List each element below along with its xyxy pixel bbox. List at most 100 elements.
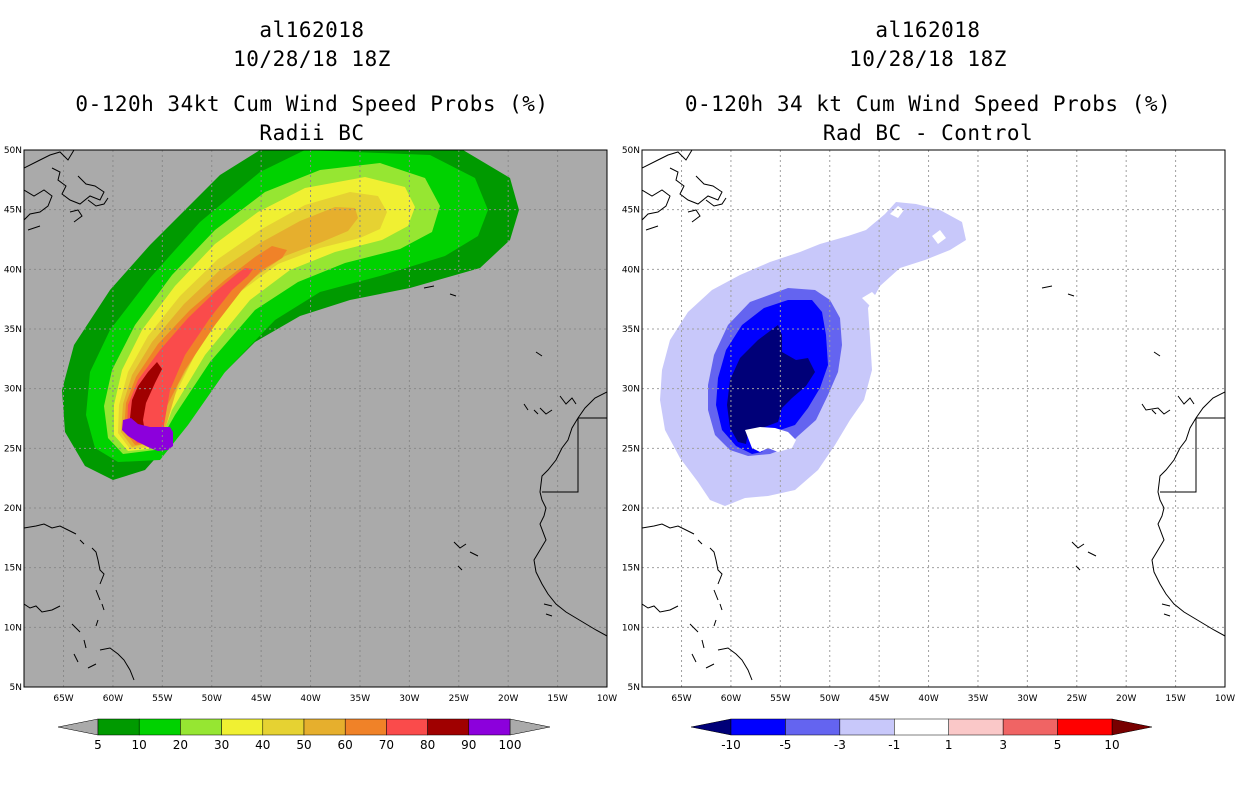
lon-tick-label: 25W: [449, 694, 469, 704]
right-map: 65W 60W 55W 50W 45W 40W 35W 30W 25W 20W 15W 10W 50N 4…: [622, 146, 1235, 704]
colorbar-label: 20: [173, 738, 188, 752]
left-axis-labels: 65W 60W 55W 50W 45W 40W 35W 30W 25W 20W 15W 10W 50N 4…: [4, 146, 617, 704]
colorbar-label: -3: [834, 738, 846, 752]
lat-tick-label: 35N: [622, 325, 640, 335]
lon-tick-label: 15W: [1165, 694, 1185, 704]
lon-tick-label: 40W: [918, 694, 938, 704]
colorbar-label: 30: [214, 738, 229, 752]
lat-tick-label: 25N: [622, 444, 640, 454]
colorbar-swatch: [894, 718, 949, 736]
lat-tick-label: 15N: [622, 564, 640, 574]
colorbar-swatch: [427, 718, 470, 736]
lon-tick-label: 50W: [202, 694, 222, 704]
diff-minus-10: [727, 325, 815, 444]
lon-tick-label: 15W: [547, 694, 567, 704]
left-title-block: al162018 10/28/18 18Z 0-120h 34kt Cum Wi…: [32, 16, 592, 148]
prob-30: [114, 177, 415, 451]
left-coastlines: [24, 150, 607, 681]
colorbar-label: 50: [296, 738, 311, 752]
lat-tick-label: 10N: [622, 623, 640, 633]
left-map-frame: [23, 149, 608, 688]
colorbar-label: 90: [461, 738, 476, 752]
colorbar-swatch: [1002, 718, 1058, 736]
colorbar-label: -5: [779, 738, 791, 752]
lon-tick-label: 55W: [152, 694, 172, 704]
lon-tick-label: 65W: [53, 694, 73, 704]
lat-tick-label: 30N: [622, 385, 640, 395]
lon-tick-label: 45W: [251, 694, 271, 704]
colorbar-swatch: [303, 718, 346, 736]
colorbar-swatch: [138, 718, 181, 736]
lat-tick-label: 50N: [4, 146, 22, 156]
lon-tick-label: 35W: [350, 694, 370, 704]
right-storm-id: al162018: [875, 18, 981, 42]
colorbar-label: -10: [721, 738, 741, 752]
lat-tick-label: 5N: [10, 683, 22, 693]
left-storm-id: al162018: [259, 18, 365, 42]
lon-tick-label: 50W: [820, 694, 840, 704]
left-datetime: 10/28/18 18Z: [233, 47, 391, 71]
lon-tick-label: 55W: [770, 694, 790, 704]
left-map: 65W 60W 55W 50W 45W 40W 35W 30W 25W 20W 15W 10W 50N 4…: [4, 146, 617, 704]
colorbar-swatch: [97, 718, 140, 736]
lat-tick-label: 35N: [4, 325, 22, 335]
right-map-frame: [641, 149, 1226, 688]
diff-white-notch: [745, 427, 796, 452]
lon-tick-label: 10W: [597, 694, 617, 704]
colorbar-swatch: [221, 718, 264, 736]
colorbar-swatch: [948, 718, 1004, 736]
colorbar-label: 70: [379, 738, 394, 752]
right-coastlines: [642, 150, 1225, 681]
right-datetime: 10/28/18 18Z: [849, 47, 1007, 71]
right-product-title: 0-120h 34 kt Cum Wind Speed Probs (%): [684, 92, 1172, 116]
lon-tick-label: 35W: [968, 694, 988, 704]
colorbar-swatch: [344, 718, 387, 736]
lon-tick-label: 60W: [103, 694, 123, 704]
colorbar-swatch: [180, 718, 222, 736]
colorbar-label: 100: [499, 738, 522, 752]
colorbar-low-end: [690, 718, 732, 736]
right-colorbar: -10 -5 -3 -1 1 3 5 10: [690, 718, 1153, 752]
colorbar-swatch: [468, 718, 511, 736]
lat-tick-label: 15N: [4, 564, 22, 574]
colorbar-swatch: [1057, 718, 1113, 736]
colorbar-high-end: [1111, 718, 1153, 736]
colorbar-label: 5: [94, 738, 102, 752]
right-axis-labels: 65W 60W 55W 50W 45W 40W 35W 30W 25W 20W 15W 10W 50N 4…: [622, 146, 1235, 704]
lon-tick-label: 25W: [1067, 694, 1087, 704]
lon-tick-label: 30W: [399, 694, 419, 704]
left-subtitle: Radii BC: [259, 121, 365, 145]
left-product-title: 0-120h 34kt Cum Wind Speed Probs (%): [75, 92, 549, 116]
lon-tick-label: 45W: [869, 694, 889, 704]
lon-tick-label: 60W: [721, 694, 741, 704]
colorbar-label: 10: [132, 738, 147, 752]
lon-tick-label: 20W: [498, 694, 518, 704]
colorbar-high-end: [509, 718, 551, 736]
lat-tick-label: 30N: [4, 385, 22, 395]
lat-tick-label: 25N: [4, 444, 22, 454]
lat-tick-label: 5N: [628, 683, 640, 693]
right-difference-field: [660, 202, 966, 506]
prob-90: [122, 418, 173, 451]
lat-tick-label: 40N: [622, 265, 640, 275]
lat-tick-label: 45N: [4, 206, 22, 216]
colorbar-label: 80: [420, 738, 435, 752]
lon-tick-label: 10W: [1215, 694, 1235, 704]
colorbar-label: 5: [1054, 738, 1062, 752]
lon-tick-label: 30W: [1017, 694, 1037, 704]
right-grid-lines: [642, 150, 1225, 687]
lat-tick-label: 50N: [622, 146, 640, 156]
lon-tick-label: 40W: [300, 694, 320, 704]
prob-70: [127, 268, 253, 443]
colorbar-label: 1: [945, 738, 953, 752]
lat-tick-label: 10N: [4, 623, 22, 633]
left-probability-swath: [62, 150, 519, 480]
colorbar-label: 10: [1104, 738, 1119, 752]
prob-80: [130, 362, 162, 434]
colorbar-swatch: [386, 718, 428, 736]
colorbar-label: 60: [338, 738, 353, 752]
right-title-block: al162018 10/28/18 18Z 0-120h 34 kt Cum W…: [648, 16, 1208, 148]
colorbar-swatch: [730, 718, 786, 736]
lon-tick-label: 65W: [671, 694, 691, 704]
